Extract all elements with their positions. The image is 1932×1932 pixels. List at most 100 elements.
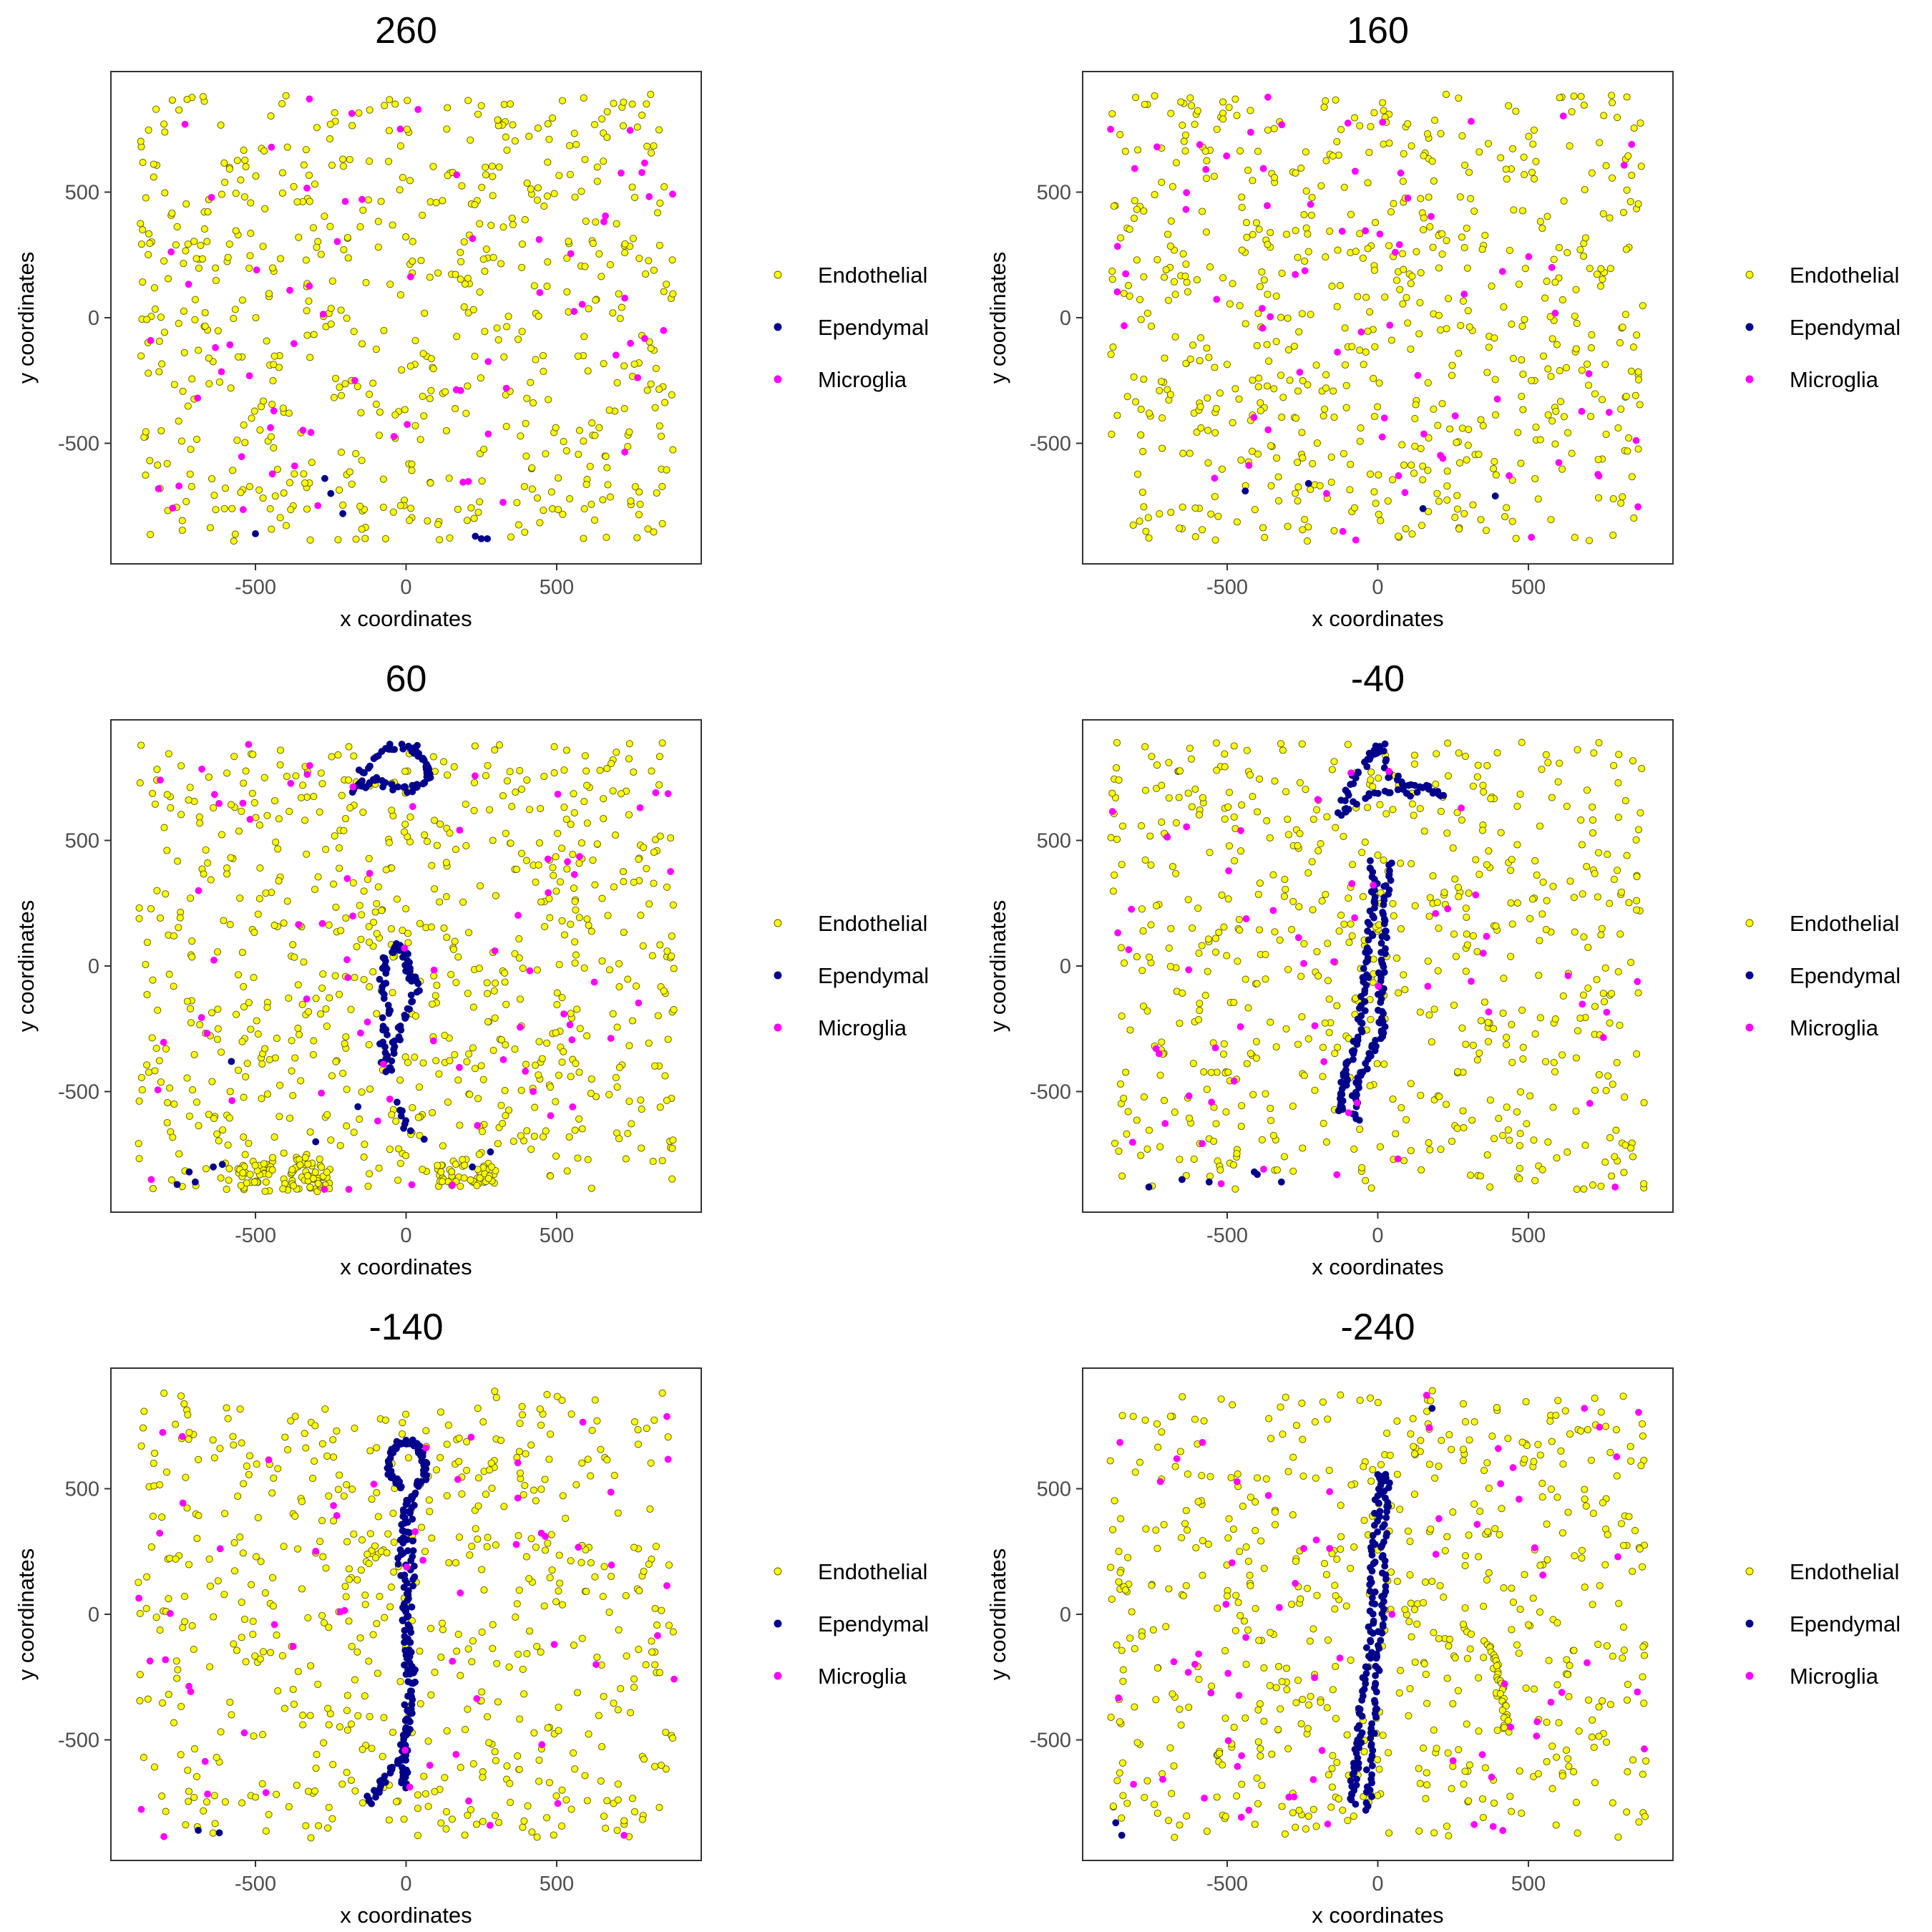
endothelial-point — [274, 845, 282, 853]
endothelial-point — [1460, 244, 1468, 252]
endothelial-point — [1248, 447, 1257, 455]
endothelial-point — [248, 1581, 255, 1589]
endothelial-point — [556, 1579, 564, 1587]
endothelial-point — [560, 804, 568, 811]
endothelial-point — [245, 482, 254, 490]
endothelial-point — [165, 1690, 172, 1699]
endothelial-point — [433, 981, 441, 990]
endothelial-point — [1608, 92, 1616, 99]
endothelial-point — [509, 121, 517, 129]
endothelial-point — [1568, 449, 1576, 457]
endothelial-point — [584, 367, 592, 375]
endothelial-point — [391, 411, 399, 419]
endothelial-point — [1420, 214, 1428, 222]
endothelial-point — [381, 535, 389, 542]
endothelial-point — [211, 1820, 219, 1828]
endothelial-point — [220, 159, 228, 167]
endothelial-point — [389, 989, 396, 997]
endothelial-point — [325, 1492, 333, 1500]
endothelial-point — [1246, 1050, 1254, 1058]
endothelial-point — [1365, 148, 1373, 157]
endothelial-point — [286, 808, 293, 816]
endothelial-point — [609, 1010, 617, 1018]
microglia-point — [240, 1729, 248, 1737]
endothelial-point — [431, 885, 439, 893]
endothelial-point — [1480, 1466, 1488, 1474]
endothelial-point — [1118, 1012, 1126, 1020]
endothelial-point — [573, 1005, 581, 1013]
endothelial-point — [1453, 492, 1461, 499]
endothelial-point — [356, 1116, 364, 1123]
endothelial-point — [559, 1492, 567, 1500]
endothelial-point — [213, 948, 222, 956]
ependymal-point — [1355, 1116, 1363, 1124]
endothelial-point — [183, 997, 191, 1005]
endothelial-point — [519, 1665, 527, 1673]
endothelial-point — [1476, 1172, 1485, 1180]
endothelial-point — [1436, 1581, 1444, 1590]
microglia-point — [156, 1529, 164, 1537]
endothelial-point — [1600, 112, 1608, 119]
endothelial-point — [1169, 862, 1176, 871]
endothelial-point — [1322, 1571, 1330, 1579]
endothelial-point — [1126, 1634, 1134, 1642]
endothelial-point — [403, 125, 411, 133]
endothelial-point — [625, 428, 633, 436]
endothelial-point — [350, 328, 358, 336]
endothelial-point — [175, 1150, 183, 1158]
endothelial-point — [345, 776, 353, 784]
endothelial-point — [1633, 1050, 1641, 1058]
endothelial-point — [638, 112, 646, 119]
endothelial-point — [251, 1652, 259, 1660]
endothelial-point — [1332, 96, 1340, 104]
endothelial-point — [322, 1005, 330, 1013]
endothelial-point — [567, 1557, 575, 1565]
endothelial-point — [520, 1690, 528, 1698]
endothelial-point — [1375, 1765, 1383, 1773]
endothelial-point — [1446, 1636, 1454, 1644]
endothelial-point — [1282, 885, 1289, 893]
endothelial-point — [187, 1019, 195, 1027]
microglia-point — [429, 1037, 437, 1045]
endothelial-point — [1145, 409, 1153, 417]
endothelial-point — [522, 1060, 530, 1068]
endothelial-point — [1551, 278, 1559, 286]
endothelial-point — [230, 537, 238, 545]
endothelial-point — [1337, 1533, 1345, 1541]
endothelial-point — [1616, 339, 1624, 347]
endothelial-point — [1564, 1508, 1572, 1516]
endothelial-point — [155, 337, 163, 346]
endothelial-point — [471, 742, 479, 750]
endothelial-point — [389, 221, 396, 229]
endothelial-point — [1578, 1554, 1586, 1562]
endothelial-point — [1390, 912, 1397, 919]
endothelial-point — [1555, 244, 1563, 252]
endothelial-point — [1278, 1678, 1286, 1686]
endothelial-point — [1296, 779, 1304, 786]
endothelial-point — [269, 377, 277, 385]
endothelial-point — [487, 1163, 496, 1171]
endothelial-point — [359, 206, 367, 214]
endothelial-point — [1602, 430, 1610, 438]
endothelial-point — [1331, 1581, 1339, 1589]
microglia-point — [239, 506, 247, 514]
endothelial-point — [645, 1561, 653, 1568]
endothelial-point — [434, 520, 442, 528]
endothelial-point — [1298, 429, 1306, 436]
endothelial-point — [1346, 486, 1354, 494]
microglia-point — [664, 790, 672, 798]
endothelial-point — [1356, 1126, 1364, 1133]
endothelial-point — [482, 1491, 490, 1498]
endothelial-point — [1530, 1136, 1538, 1144]
endothelial-point — [1171, 291, 1179, 298]
endothelial-point — [474, 110, 482, 118]
endothelial-point — [366, 157, 374, 165]
endothelial-point — [268, 401, 276, 409]
ependymal-point — [218, 1161, 226, 1169]
endothelial-point — [1204, 394, 1211, 402]
microglia-point — [1528, 533, 1536, 541]
endothelial-point — [547, 1430, 555, 1438]
endothelial-point — [625, 1042, 633, 1050]
endothelial-point — [469, 1044, 477, 1052]
